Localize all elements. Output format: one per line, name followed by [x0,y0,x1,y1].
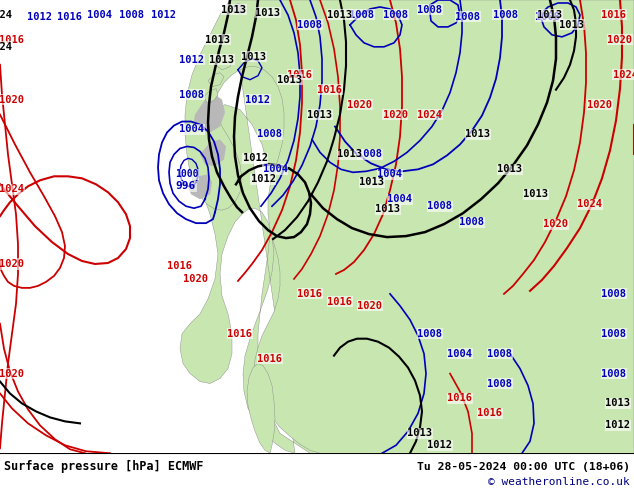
Text: 1008: 1008 [119,10,145,20]
Text: © weatheronline.co.uk: © weatheronline.co.uk [488,477,630,487]
Text: 1013: 1013 [559,20,585,30]
Text: 1008: 1008 [602,329,626,339]
Text: 1016: 1016 [448,393,472,403]
Text: 1008: 1008 [488,378,512,389]
Text: 1016: 1016 [477,408,503,418]
Text: 1024: 1024 [612,70,634,80]
Text: 1013: 1013 [408,428,432,439]
Text: 1004: 1004 [262,164,287,174]
Text: 1013: 1013 [328,10,353,20]
Text: 1012: 1012 [605,420,630,430]
Text: 1016: 1016 [228,329,252,339]
Text: 1016: 1016 [297,289,323,299]
Text: 1020: 1020 [347,99,373,110]
Text: 1016: 1016 [328,297,353,307]
Text: 1012: 1012 [427,441,453,450]
Text: 1004: 1004 [448,348,472,359]
Text: 1024: 1024 [0,184,25,194]
Text: 1020: 1020 [543,219,569,229]
Text: 1008: 1008 [602,368,626,379]
Text: 1008: 1008 [358,149,382,159]
Text: 1008: 1008 [602,289,626,299]
Text: 1008: 1008 [297,20,323,30]
Text: 1013: 1013 [524,189,548,199]
Polygon shape [204,89,218,102]
Text: 1016: 1016 [257,354,283,364]
Text: 1012: 1012 [27,12,53,22]
Text: 1013: 1013 [337,149,363,159]
Text: 1016: 1016 [318,85,342,95]
Polygon shape [194,95,225,132]
Polygon shape [185,0,634,453]
Text: 1013: 1013 [465,129,491,140]
Text: 1008: 1008 [536,12,560,22]
Text: 1020: 1020 [0,95,25,105]
Text: 1008: 1008 [418,329,443,339]
Text: 1004: 1004 [179,124,205,134]
Polygon shape [188,174,212,199]
Polygon shape [200,140,226,167]
Text: 1013: 1013 [538,10,562,20]
Text: 1004: 1004 [377,170,403,179]
Text: 1008: 1008 [384,10,408,20]
Text: 996: 996 [176,181,196,191]
Text: 1020: 1020 [588,99,612,110]
Text: Surface pressure [hPa] ECMWF: Surface pressure [hPa] ECMWF [4,461,204,473]
Text: 1008: 1008 [418,5,443,15]
Text: 1024: 1024 [418,110,443,120]
Text: 1024: 1024 [578,199,602,209]
Text: 1013: 1013 [375,204,401,214]
Text: 1016: 1016 [602,10,626,20]
Text: Tu 28-05-2024 00:00 UTC (18+06): Tu 28-05-2024 00:00 UTC (18+06) [417,462,630,472]
Text: 1012: 1012 [250,174,276,184]
Polygon shape [247,364,275,453]
Polygon shape [215,55,232,70]
Polygon shape [180,0,634,453]
Text: 1016: 1016 [58,12,82,22]
Text: 1020: 1020 [607,35,633,45]
Text: 1013: 1013 [242,52,266,62]
Text: 1008: 1008 [257,129,283,140]
Text: 1008: 1008 [455,12,481,22]
Text: 1012: 1012 [179,55,205,65]
Text: 1008: 1008 [179,90,205,99]
Text: 1020: 1020 [0,259,25,269]
Text: 1020: 1020 [382,110,408,120]
Text: 1013: 1013 [205,35,231,45]
Text: 1024: 1024 [0,42,13,52]
Text: 1016: 1016 [0,35,25,45]
Text: 1008: 1008 [493,10,517,20]
Text: 1012: 1012 [245,95,271,105]
Text: 1008: 1008 [460,217,484,227]
Text: 1012: 1012 [152,10,176,20]
Text: 1004: 1004 [87,10,112,20]
Text: 1013: 1013 [307,110,332,120]
Text: 1000: 1000 [175,170,198,179]
Text: 1013: 1013 [221,5,247,15]
Polygon shape [230,3,246,15]
Text: 1012: 1012 [242,153,268,163]
Text: 1024: 1024 [0,10,13,20]
Text: 1020: 1020 [0,368,25,379]
Text: 1013: 1013 [256,8,280,18]
Text: 1020: 1020 [358,301,382,311]
Text: 1016: 1016 [287,70,313,80]
Text: 1013: 1013 [278,74,302,85]
Text: 1004: 1004 [387,194,413,204]
Text: 1016: 1016 [167,261,193,271]
Text: 1013: 1013 [209,55,235,65]
Text: 1008: 1008 [488,348,512,359]
Text: 1013: 1013 [498,164,522,174]
Polygon shape [208,73,224,87]
Text: 1013: 1013 [359,177,384,187]
Text: 1013: 1013 [605,398,630,409]
Text: 1020: 1020 [183,274,207,284]
Text: 1008: 1008 [349,10,375,20]
Text: 1008: 1008 [427,201,453,211]
